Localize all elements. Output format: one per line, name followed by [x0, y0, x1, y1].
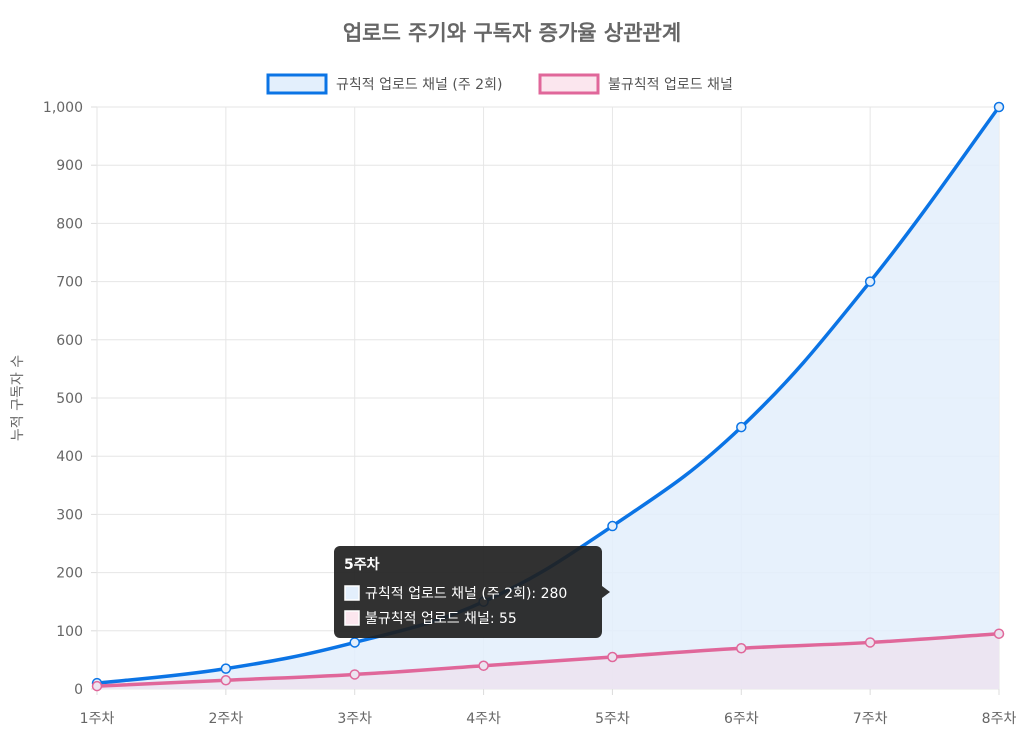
y-tick-label: 900 [56, 158, 83, 174]
data-point[interactable] [349, 669, 360, 680]
series-line-irregular [96, 631, 1000, 688]
y-tick-label: 600 [56, 333, 83, 349]
x-tick-label: 5주차 [595, 711, 630, 727]
tooltip-swatch-regular [344, 585, 360, 601]
tooltip-swatch-irregular [344, 610, 360, 626]
y-tick-label: 800 [56, 216, 83, 232]
data-point[interactable] [349, 637, 360, 648]
y-tick-label: 500 [56, 391, 83, 407]
y-tick-label: 700 [56, 275, 83, 291]
y-tick-label: 0 [74, 682, 83, 698]
x-tick-label: 3주차 [337, 711, 372, 727]
x-tick-label: 4주차 [466, 711, 501, 727]
chart-title: 업로드 주기와 구독자 증가율 상관관계 [343, 21, 681, 45]
data-point[interactable] [220, 675, 232, 686]
x-tick-label: 1주차 [80, 711, 115, 727]
tooltip-line-irregular: 불규칙적 업로드 채널: 55 [365, 611, 517, 627]
x-tick-label: 6주차 [724, 711, 759, 727]
tooltip-box [334, 546, 602, 638]
y-tick-label: 100 [56, 624, 83, 640]
series-points-irregular [91, 628, 1005, 692]
legend-swatch-regular[interactable] [266, 73, 328, 95]
data-point[interactable] [478, 660, 489, 671]
legend: 규칙적 업로드 채널 (주 2회) 불규칙적 업로드 채널 [266, 73, 733, 95]
y-tick-label: 400 [56, 449, 83, 465]
data-point[interactable] [993, 101, 1005, 113]
tooltip-caret [602, 586, 610, 598]
data-point[interactable] [864, 276, 876, 287]
x-tick-label: 2주차 [209, 711, 244, 727]
data-point[interactable] [864, 637, 876, 648]
legend-label-irregular[interactable]: 불규칙적 업로드 채널 [608, 77, 733, 93]
y-axis-ticks: 0 100 200 300 400 500 600 700 800 900 1,000 [43, 100, 83, 698]
tooltip: 5주차 규칙적 업로드 채널 (주 2회): 280 불규칙적 업로드 채널: … [334, 546, 610, 638]
x-tick-label: 8주차 [982, 711, 1017, 727]
x-tick-label: 7주차 [853, 711, 888, 727]
tooltip-line-regular: 규칙적 업로드 채널 (주 2회): 280 [365, 586, 567, 602]
series-area-regular [97, 107, 999, 689]
data-point[interactable] [220, 663, 232, 674]
data-point[interactable] [607, 651, 618, 663]
data-point[interactable] [736, 421, 747, 433]
y-tick-label: 1,000 [43, 100, 83, 116]
tooltip-title: 5주차 [344, 557, 380, 573]
x-axis-ticks: 1주차 2주차 3주차 4주차 5주차 6주차 7주차 8주차 [80, 711, 1017, 727]
y-axis-label: 누적 구독자 수 [10, 355, 26, 441]
data-point[interactable] [607, 520, 618, 532]
data-point[interactable] [736, 643, 747, 654]
y-tick-label: 300 [56, 507, 83, 523]
series-irregular [96, 631, 1000, 689]
legend-swatch-irregular[interactable] [538, 73, 600, 95]
data-point[interactable] [993, 628, 1005, 639]
y-tick-label: 200 [56, 566, 83, 582]
data-point[interactable] [91, 680, 103, 692]
legend-label-regular[interactable]: 규칙적 업로드 채널 (주 2회) [336, 77, 502, 93]
